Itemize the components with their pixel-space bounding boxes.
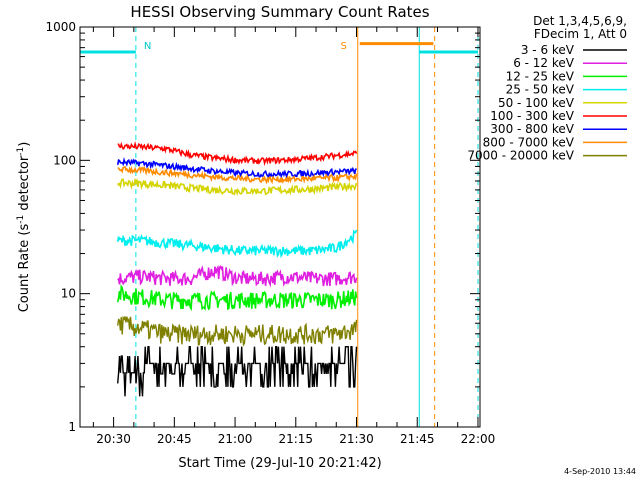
y-axis-label-end: ) <box>17 142 32 147</box>
legend-label-7: 800 - 7000 keV <box>483 135 575 149</box>
legend-label-5: 100 - 300 keV <box>490 109 574 123</box>
legend-label-6: 300 - 800 keV <box>490 122 574 136</box>
series-7000-20000-kev <box>117 315 358 347</box>
y-tick-label: 100 <box>53 153 76 167</box>
footer-date: 4-Sep-2010 13:44 <box>564 467 636 476</box>
legend-header-line-2: FDecim 1, Att 0 <box>534 27 627 41</box>
x-tick-label: 20:30 <box>96 432 131 446</box>
plot-frame <box>79 26 481 428</box>
series-25-50-kev <box>116 229 358 259</box>
annotation-s: S <box>340 41 346 52</box>
y-axis-label: Count Rate (s-1 detector-1) <box>16 142 32 313</box>
x-tick-label: 21:00 <box>218 432 253 446</box>
series-300-800-kev <box>116 156 357 179</box>
series-50-100-kev <box>117 177 358 197</box>
x-tick-label: 21:30 <box>339 432 374 446</box>
x-tick-label: 21:15 <box>278 432 313 446</box>
legend-label-1: 6 - 12 keV <box>513 56 575 70</box>
x-axis-label: Start Time (29-Jul-10 20:21:42) <box>178 456 381 471</box>
axes-layer: 1 10 100 1000 20:30 20:45 21:00 21:15 21:30 21:45… <box>45 20 495 446</box>
series-6-12-kev <box>117 265 358 288</box>
y-axis-label-sup1: -1 <box>16 215 26 224</box>
annotation-n: N <box>144 41 151 52</box>
y-axis-label-main: Count Rate (s <box>17 224 32 313</box>
series-12-25-kev <box>116 284 358 312</box>
chart-title: HESSI Observing Summary Count Rates <box>130 3 429 21</box>
y-axis-label-mid: detector <box>17 155 32 215</box>
series-3-6-kev <box>117 346 358 397</box>
legend: Det 1,3,4,5,6,9, FDecim 1, Att 0 3 - 6 k… <box>467 14 627 163</box>
y-axis-label-sup2: -1 <box>16 147 26 156</box>
legend-label-8: 7000 - 20000 keV <box>467 149 574 163</box>
legend-label-4: 50 - 100 keV <box>498 96 575 110</box>
legend-label-3: 25 - 50 keV <box>506 83 575 97</box>
x-tick-label: 22:00 <box>461 432 496 446</box>
x-tick-label: 20:45 <box>157 432 192 446</box>
series-800-7000-kev <box>117 165 358 185</box>
legend-label-0: 3 - 6 keV <box>521 43 575 57</box>
legend-label-2: 12 - 25 keV <box>506 69 575 83</box>
legend-header-line-1: Det 1,3,4,5,6,9, <box>533 14 627 28</box>
x-tick-label: 21:45 <box>400 432 435 446</box>
y-tick-label: 1000 <box>45 20 76 34</box>
y-tick-label: 10 <box>61 287 76 301</box>
y-tick-label: 1 <box>68 420 76 434</box>
series-100-300-kev <box>117 141 358 167</box>
